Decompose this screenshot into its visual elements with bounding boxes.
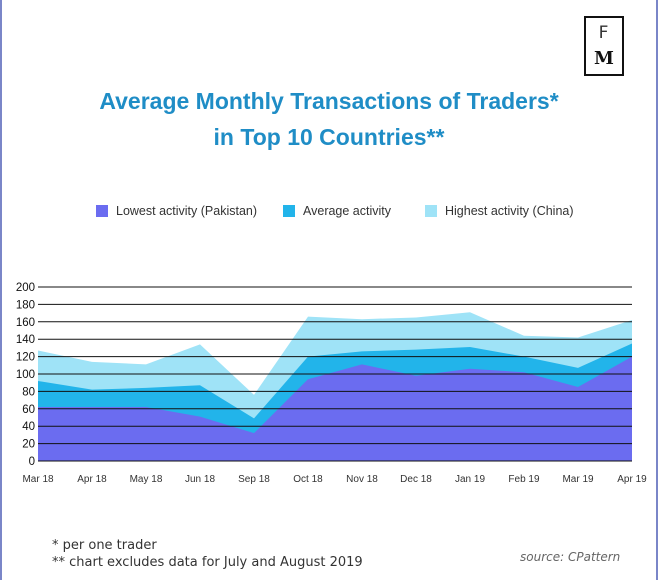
- frame-right-border: [656, 0, 658, 580]
- legend-item-lowest: Lowest activity (Pakistan): [96, 204, 257, 218]
- y-tick-label-120: 120: [16, 352, 35, 364]
- fm-logo: F M: [584, 16, 624, 76]
- footnote-per-trader: * per one trader: [52, 538, 157, 553]
- x-tick-label-9: Feb 19: [508, 474, 540, 485]
- chart-title-line-2: in Top 10 Countries**: [213, 124, 445, 150]
- x-tick-label-4: Sep 18: [238, 474, 270, 485]
- legend-swatch-lowest: [96, 205, 108, 217]
- legend-label-lowest: Lowest activity (Pakistan): [116, 204, 258, 218]
- x-tick-label-6: Nov 18: [346, 474, 378, 485]
- y-tick-label-60: 60: [22, 404, 35, 416]
- x-tick-label-7: Dec 18: [400, 474, 432, 485]
- y-tick-label-140: 140: [16, 334, 35, 346]
- chart-legend: Lowest activity (Pakistan) Average activ…: [0, 204, 658, 222]
- y-tick-label-160: 160: [16, 317, 35, 329]
- x-tick-label-8: Jan 19: [455, 474, 485, 485]
- chart-title-line-1: Average Monthly Transactions of Traders*: [99, 88, 559, 114]
- legend-label-average: Average activity: [303, 204, 392, 218]
- y-tick-label-40: 40: [22, 421, 35, 433]
- legend-item-average: Average activity: [283, 204, 391, 218]
- frame-left-border: [0, 0, 2, 580]
- footnote-excludes-data: ** chart excludes data for July and Augu…: [52, 555, 363, 570]
- x-tick-label-11: Apr 19: [617, 474, 647, 485]
- y-tick-label-180: 180: [16, 299, 35, 311]
- logo-letter-bottom: M: [594, 48, 614, 69]
- y-tick-label-200: 200: [16, 282, 35, 294]
- x-tick-label-10: Mar 19: [562, 474, 594, 485]
- legend-swatch-highest: [425, 205, 437, 217]
- y-tick-label-100: 100: [16, 369, 35, 381]
- legend-label-highest: Highest activity (China): [445, 204, 574, 218]
- x-tick-label-2: May 18: [130, 474, 163, 485]
- legend-swatch-average: [283, 205, 295, 217]
- source-credit: source: CPattern: [520, 550, 621, 564]
- legend-item-highest: Highest activity (China): [425, 204, 574, 218]
- logo-letter-top: F: [598, 23, 610, 43]
- x-tick-label-5: Oct 18: [293, 474, 323, 485]
- y-tick-label-0: 0: [29, 456, 35, 468]
- y-tick-label-80: 80: [22, 386, 35, 398]
- x-tick-label-1: Apr 18: [77, 474, 107, 485]
- y-tick-label-20: 20: [22, 439, 35, 451]
- x-tick-label-0: Mar 18: [22, 474, 54, 485]
- area-chart: 0 20 40 60 80 100 120 140 160 180 200 Mar 18 Apr 18 M…: [16, 282, 647, 485]
- x-tick-label-3: Jun 18: [185, 474, 215, 485]
